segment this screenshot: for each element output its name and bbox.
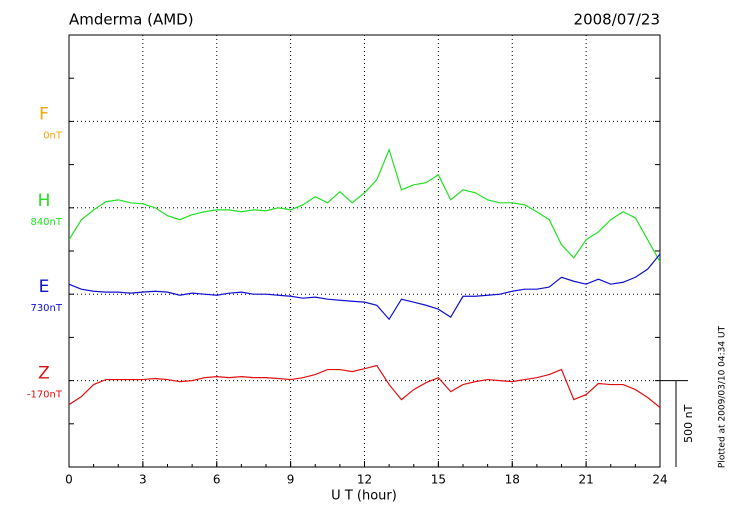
channel-name: F <box>39 104 49 124</box>
series-line <box>69 253 660 321</box>
channel-name: E <box>39 277 50 297</box>
channel-offset: -170nT <box>27 390 63 401</box>
chart-date: 2008/07/23 <box>574 11 660 29</box>
x-tick-label: 6 <box>213 473 221 487</box>
chart-title: Amderma (AMD) <box>69 11 194 29</box>
scale-bar-label: 500 nT <box>682 404 695 442</box>
x-axis-label: U T (hour) <box>331 489 397 504</box>
series-line <box>69 364 660 409</box>
series-line <box>69 147 660 263</box>
channel-offset: 840nT <box>30 217 62 228</box>
channel-offset: 730nT <box>30 303 62 314</box>
x-tick-label: 12 <box>357 473 372 487</box>
channel-name: Z <box>38 364 50 384</box>
x-tick-label: 21 <box>578 473 593 487</box>
channel-offset: 0nT <box>43 130 63 141</box>
channel-name: H <box>38 191 51 211</box>
x-tick-label: 18 <box>505 473 520 487</box>
x-tick-label: 0 <box>65 473 73 487</box>
x-tick-label: 15 <box>431 473 446 487</box>
x-tick-label: 9 <box>287 473 295 487</box>
footnote: Plotted at 2009/03/10 04:34 UT <box>718 325 728 468</box>
x-tick-label: 3 <box>139 473 147 487</box>
x-tick-label: 24 <box>652 473 667 487</box>
